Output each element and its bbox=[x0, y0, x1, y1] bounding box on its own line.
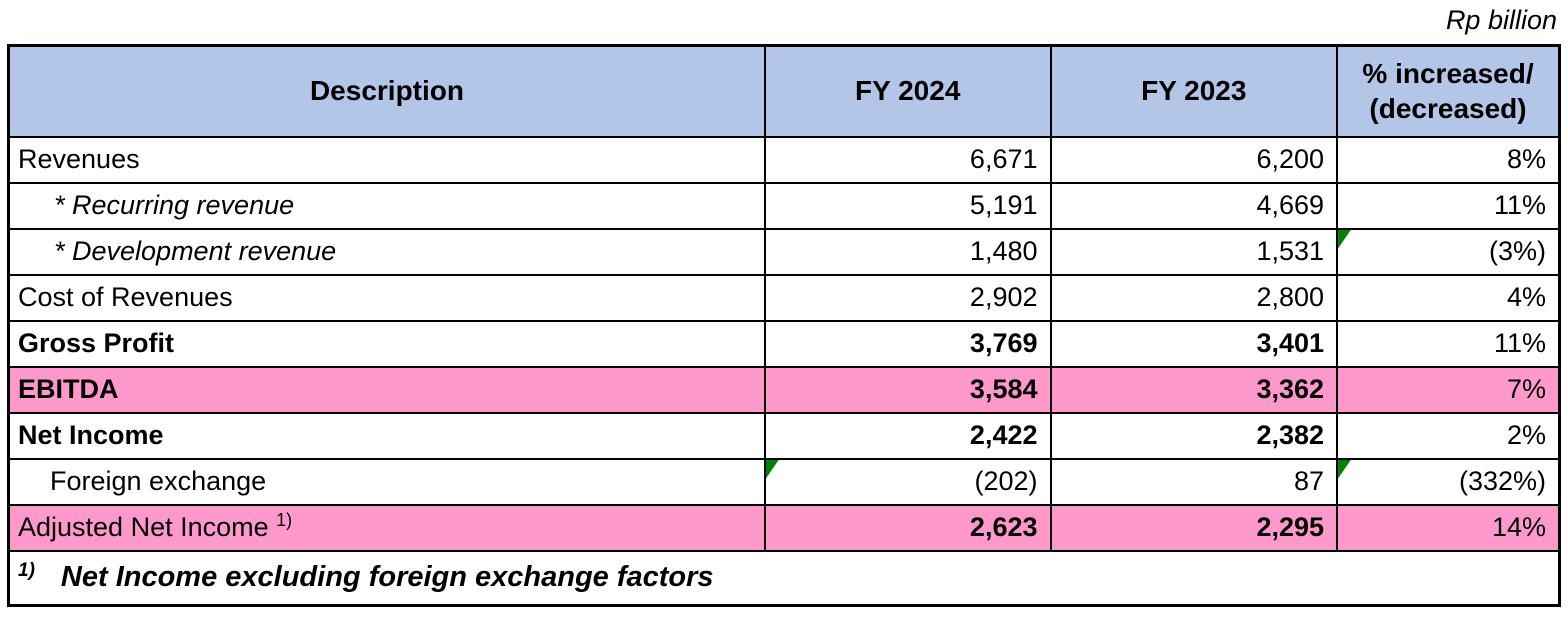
row-label-text: Adjusted Net Income bbox=[18, 512, 269, 542]
fy2024-value: 2,623 bbox=[763, 503, 1052, 552]
header-fy2024: FY 2024 bbox=[763, 44, 1052, 138]
fy2024-text: (202) bbox=[974, 466, 1038, 496]
footnote-marker: 1) bbox=[18, 559, 35, 581]
header-pct-line2: (decreased) bbox=[1369, 93, 1527, 125]
fy2024-value: 6,671 bbox=[763, 135, 1052, 184]
fy2024-value: 1,480 bbox=[763, 227, 1052, 276]
header-pct-line1: % increased/ bbox=[1362, 58, 1534, 90]
pct-text: (3%) bbox=[1488, 236, 1546, 266]
table-row-ebitda: EBITDA 3,584 3,362 7% bbox=[7, 365, 1561, 414]
header-description: Description bbox=[7, 44, 766, 138]
fy2024-value: 2,422 bbox=[763, 411, 1052, 460]
footnote-row: 1) Net Income excluding foreign exchange … bbox=[7, 549, 1561, 607]
pct-value: 14% bbox=[1336, 503, 1561, 552]
fy2023-value: 3,362 bbox=[1049, 365, 1339, 414]
financial-summary-table: Description FY 2024 FY 2023 % increased/… bbox=[7, 44, 1561, 607]
fy2023-value: 1,531 bbox=[1049, 227, 1339, 276]
fy2023-value: 2,382 bbox=[1049, 411, 1339, 460]
row-label: Gross Profit bbox=[7, 319, 766, 368]
header-pct-change: % increased/ (decreased) bbox=[1336, 44, 1561, 138]
unit-label: Rp billion bbox=[1445, 5, 1557, 35]
table-row-net-income: Net Income 2,422 2,382 2% bbox=[7, 411, 1561, 460]
pct-value: 8% bbox=[1336, 135, 1561, 184]
row-label: * Development revenue bbox=[7, 227, 766, 276]
pct-value: (3%) bbox=[1336, 227, 1561, 276]
row-label: Revenues bbox=[7, 135, 766, 184]
fy2023-value: 2,295 bbox=[1049, 503, 1339, 552]
fy2024-value: 2,902 bbox=[763, 273, 1052, 322]
table-row-cost-of-revenues: Cost of Revenues 2,902 2,800 4% bbox=[7, 273, 1561, 322]
table-row-recurring-revenue: * Recurring revenue 5,191 4,669 11% bbox=[7, 181, 1561, 230]
row-label: * Recurring revenue bbox=[7, 181, 766, 230]
fy2023-value: 87 bbox=[1049, 457, 1339, 506]
table-row-revenues: Revenues 6,671 6,200 8% bbox=[7, 135, 1561, 184]
row-label: Adjusted Net Income 1) bbox=[7, 503, 766, 552]
pct-value: 11% bbox=[1336, 319, 1561, 368]
cell-comment-indicator-icon bbox=[1339, 230, 1352, 249]
cell-comment-indicator-icon bbox=[766, 460, 779, 479]
footnote-reference: 1) bbox=[276, 510, 293, 530]
pct-value: 7% bbox=[1336, 365, 1561, 414]
header-row: Description FY 2024 FY 2023 % increased/… bbox=[7, 44, 1561, 138]
fy2023-value: 3,401 bbox=[1049, 319, 1339, 368]
pct-value: 4% bbox=[1336, 273, 1561, 322]
footnote-text: Net Income excluding foreign exchange fa… bbox=[60, 561, 714, 594]
footnote: 1) Net Income excluding foreign exchange … bbox=[7, 549, 1561, 607]
fy2023-value: 6,200 bbox=[1049, 135, 1339, 184]
table-row-foreign-exchange: Foreign exchange (202) 87 (332%) bbox=[7, 457, 1561, 506]
header-fy2023: FY 2023 bbox=[1049, 44, 1339, 138]
cell-comment-indicator-icon bbox=[1339, 460, 1352, 479]
pct-value: 11% bbox=[1336, 181, 1561, 230]
fy2024-value: 5,191 bbox=[763, 181, 1052, 230]
table-row-development-revenue: * Development revenue 1,480 1,531 (3%) bbox=[7, 227, 1561, 276]
pct-text: (332%) bbox=[1458, 466, 1546, 496]
pct-value: (332%) bbox=[1336, 457, 1561, 506]
table-row-adjusted-net-income: Adjusted Net Income 1) 2,623 2,295 14% bbox=[7, 503, 1561, 552]
fy2023-value: 4,669 bbox=[1049, 181, 1339, 230]
fy2024-value: 3,769 bbox=[763, 319, 1052, 368]
row-label: Net Income bbox=[7, 411, 766, 460]
pct-value: 2% bbox=[1336, 411, 1561, 460]
fy2024-value: (202) bbox=[763, 457, 1052, 506]
row-label: Cost of Revenues bbox=[7, 273, 766, 322]
fy2024-value: 3,584 bbox=[763, 365, 1052, 414]
row-label: Foreign exchange bbox=[7, 457, 766, 506]
table-row-gross-profit: Gross Profit 3,769 3,401 11% bbox=[7, 319, 1561, 368]
row-label: EBITDA bbox=[7, 365, 766, 414]
fy2023-value: 2,800 bbox=[1049, 273, 1339, 322]
